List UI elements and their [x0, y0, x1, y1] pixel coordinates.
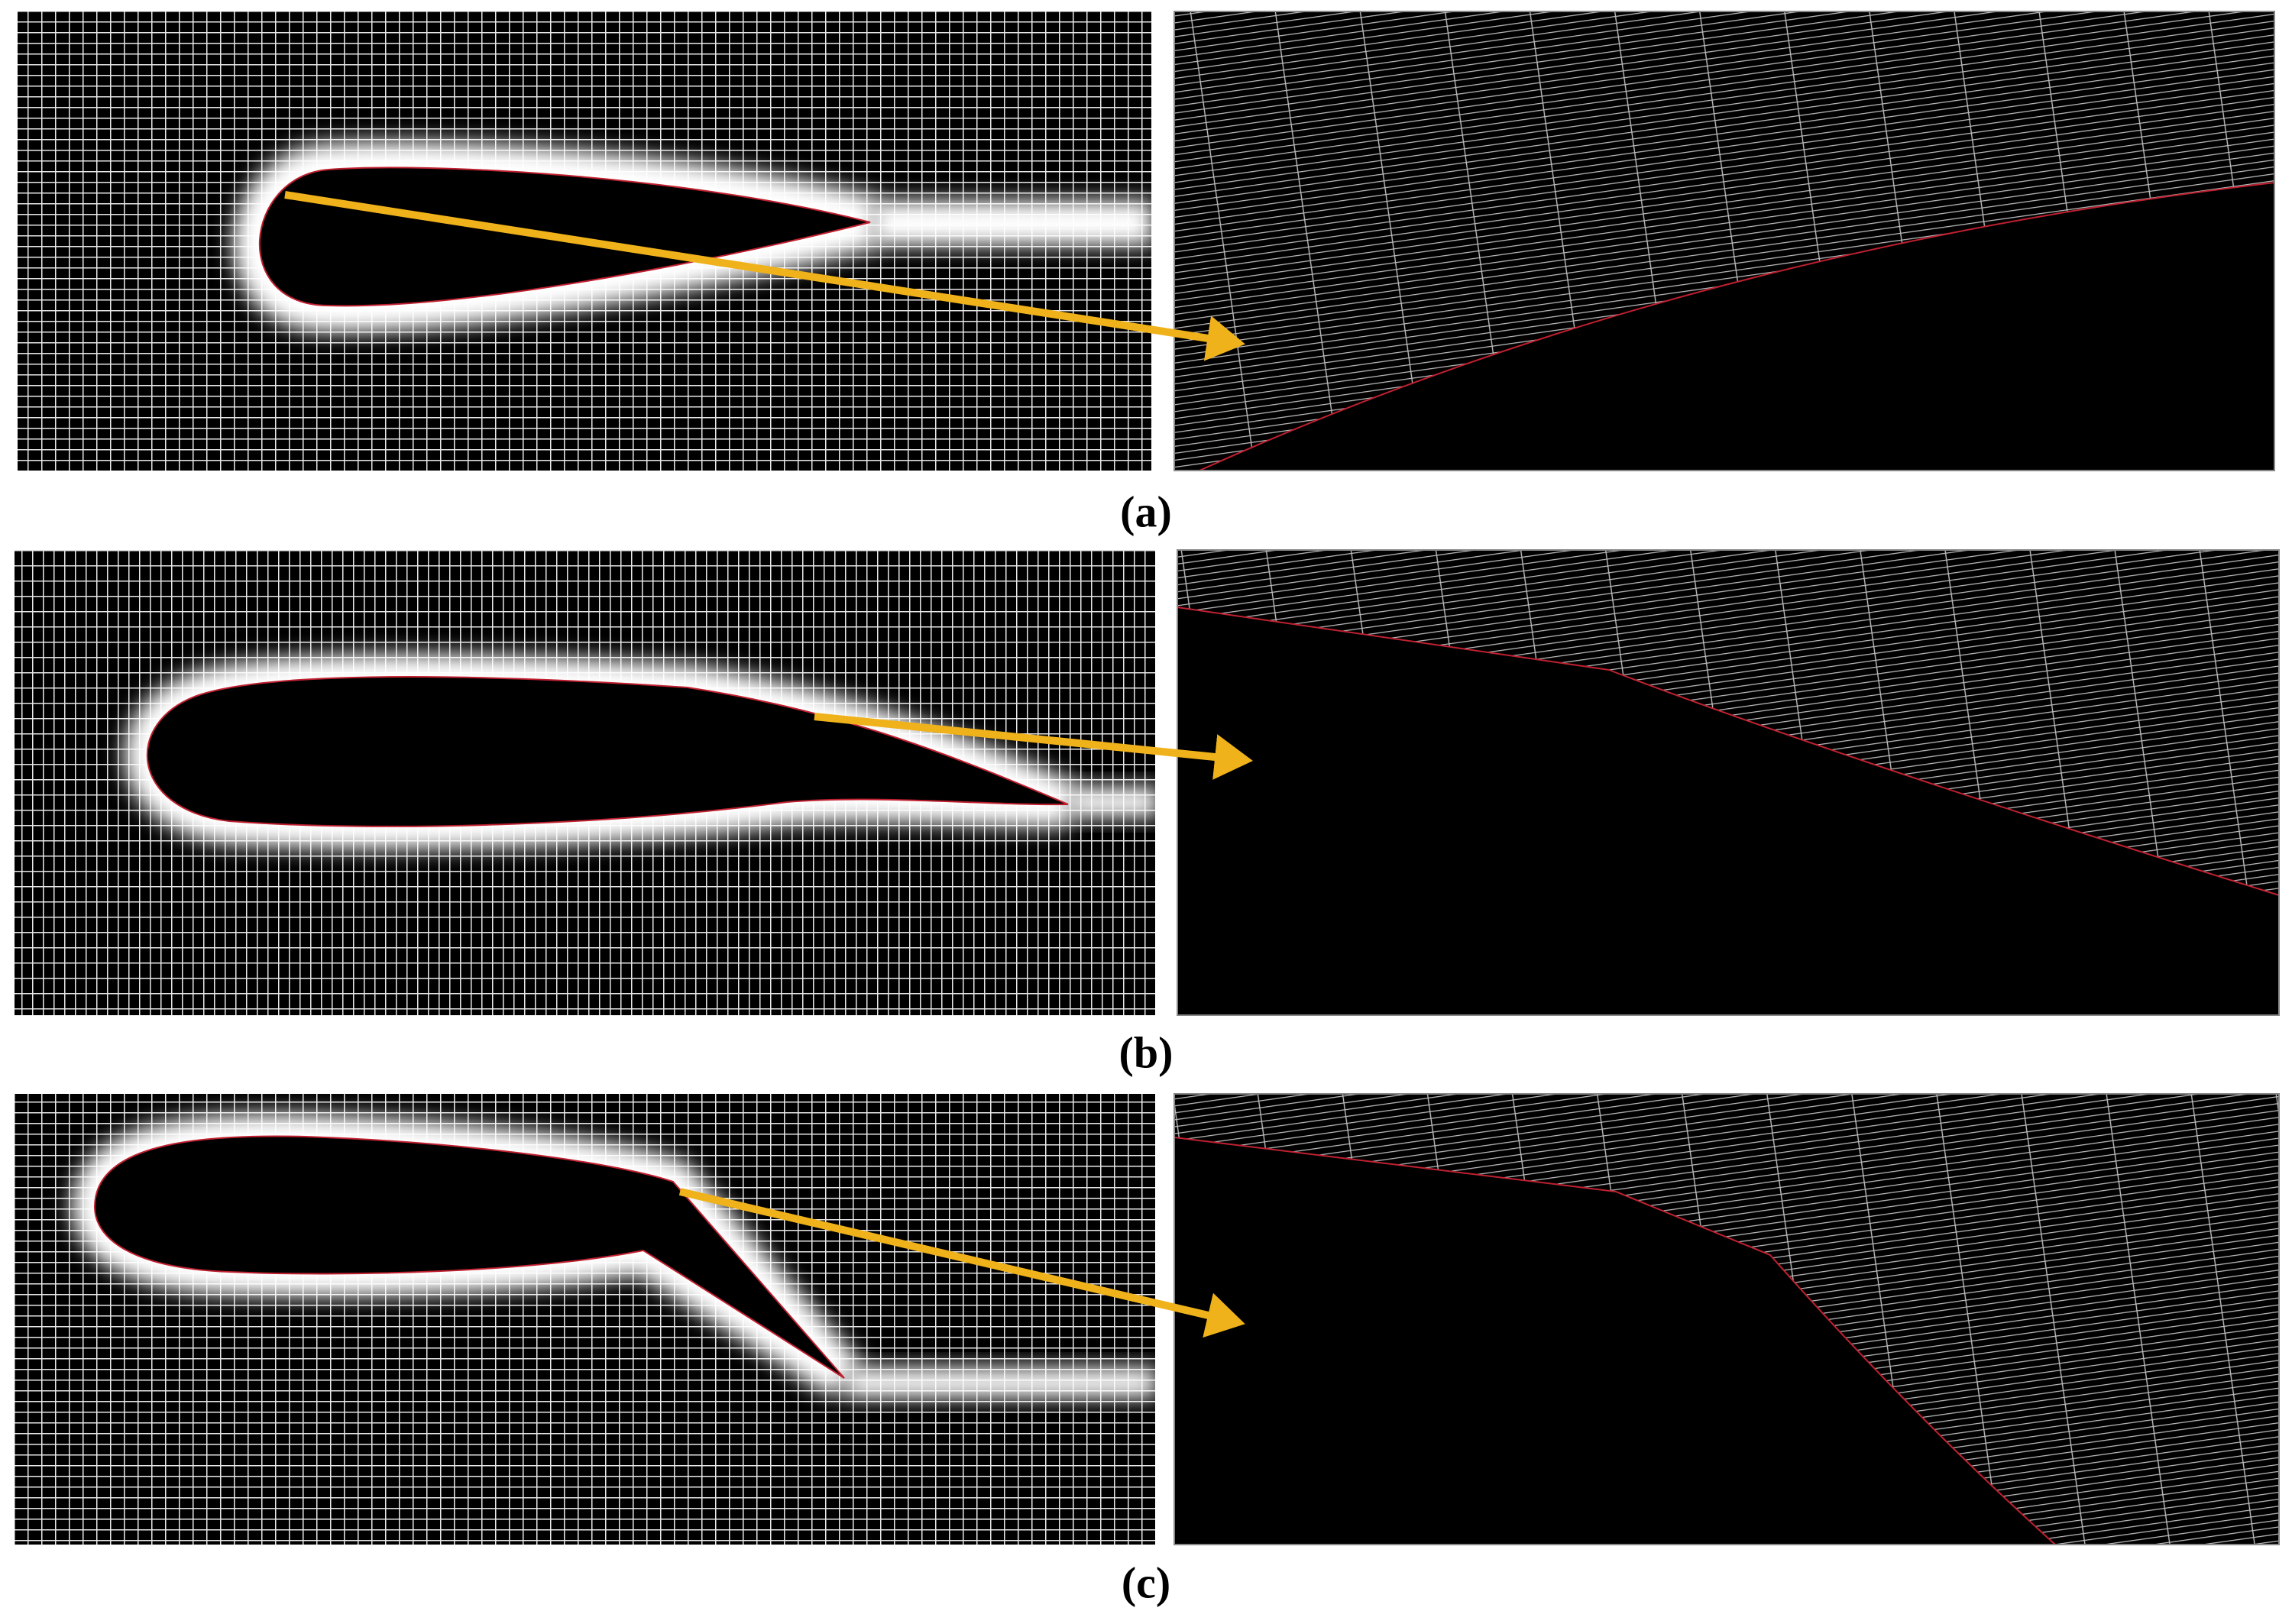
- mesh-panel: [15, 550, 1155, 1015]
- arrow: [678, 1188, 1245, 1338]
- mesh-panel: [15, 1094, 1155, 1545]
- panel-label: (b): [1119, 1027, 1174, 1077]
- zoom-panel: [1174, 1093, 2280, 1545]
- arrow: [814, 713, 1253, 780]
- panel-label: (c): [1122, 1558, 1170, 1607]
- zoom-panel: [1174, 11, 2275, 471]
- zoom-panel: [1177, 549, 2280, 1016]
- panel-label: (a): [1120, 487, 1172, 536]
- arrow: [284, 191, 1245, 361]
